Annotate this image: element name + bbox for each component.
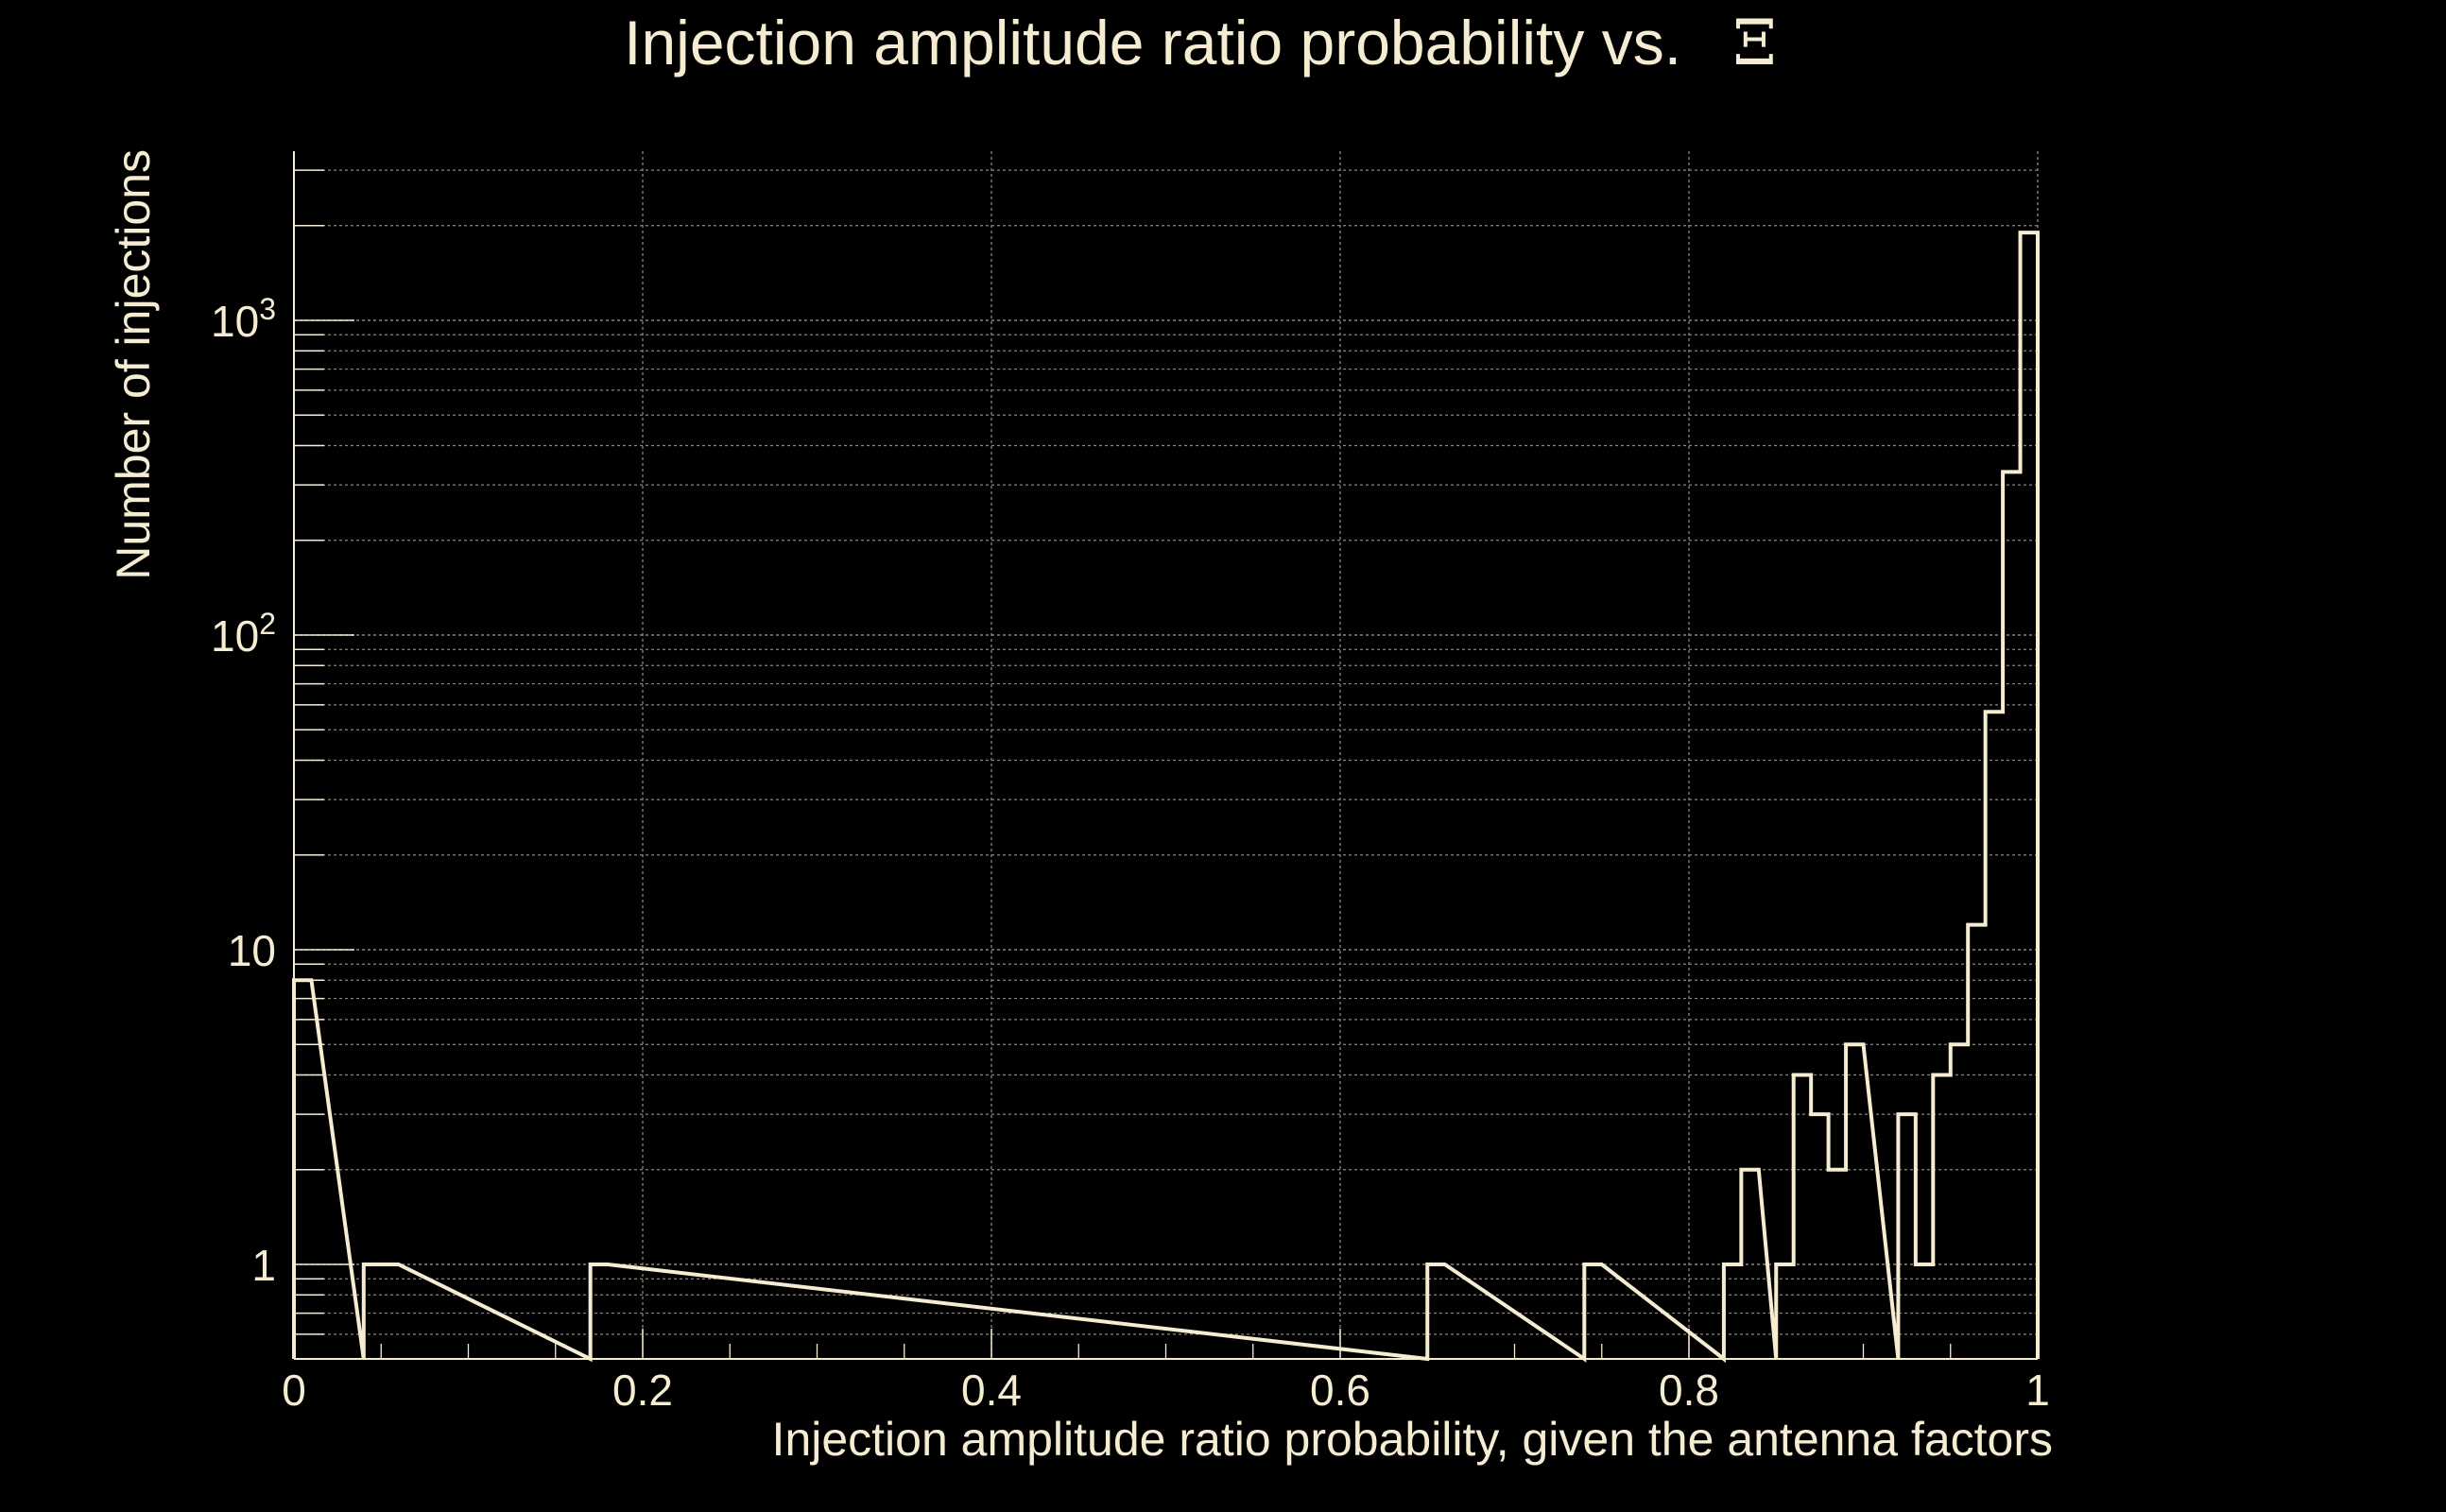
chart-title: Injection amplitude ratio probability vs…	[624, 7, 1777, 79]
histogram	[292, 231, 2040, 1364]
y-tick-label: 1	[251, 1241, 276, 1290]
x-tick-label: 0.4	[961, 1366, 1022, 1415]
chart-title-xi-symbol: Ξ	[1732, 7, 1776, 79]
y-tick-label-base: 10	[211, 611, 259, 661]
y-tick-label-base: 10	[211, 297, 259, 346]
histogram-outline	[292, 231, 2040, 1364]
x-tick-label: 0.6	[1310, 1366, 1370, 1415]
y-axis-label: Number of injections	[107, 149, 160, 580]
y-tick-label-exponent: 2	[259, 607, 276, 641]
y-tick-label: 10	[228, 926, 276, 975]
x-tick-label: 0	[282, 1366, 306, 1415]
y-tick-label: 102	[211, 607, 276, 661]
y-tick-label-exponent: 3	[259, 292, 276, 326]
chart-title-text: Injection amplitude ratio probability vs…	[624, 8, 1681, 77]
y-tick-label: 103	[211, 292, 276, 346]
x-tick-label: 0.8	[1659, 1366, 1719, 1415]
x-tick-label: 0.2	[612, 1366, 673, 1415]
x-tick-label: 1	[2025, 1366, 2050, 1415]
axis-ticks	[293, 169, 2039, 1359]
x-axis-label: Injection amplitude ratio probability, g…	[772, 1413, 2053, 1466]
